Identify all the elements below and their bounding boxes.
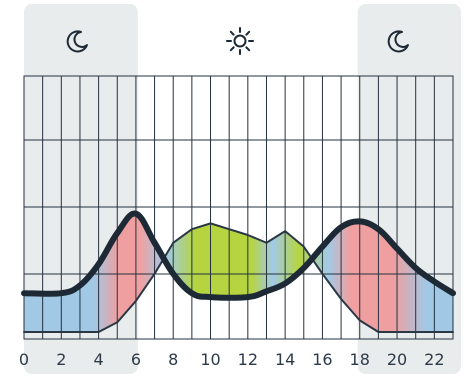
x-tick-label: 20 [387, 350, 407, 369]
x-tick-label: 10 [200, 350, 220, 369]
x-tick-label: 16 [312, 350, 332, 369]
x-tick-label: 4 [94, 350, 104, 369]
series-line-primary [21, 210, 456, 301]
sun-icon [226, 27, 254, 55]
x-axis-tick-labels: 0 2 4 6 8 10 12 14 16 18 20 22 [19, 350, 445, 369]
x-tick-label: 2 [56, 350, 66, 369]
x-tick-label: 8 [168, 350, 178, 369]
x-tick-label: 6 [131, 350, 141, 369]
x-tick-label: 14 [275, 350, 295, 369]
moon-icon [66, 30, 88, 53]
series-line-secondary [23, 222, 454, 333]
x-tick-label: 12 [238, 350, 258, 369]
x-tick-label: 22 [424, 350, 444, 369]
x-tick-label: 18 [350, 350, 370, 369]
x-tick-label: 0 [19, 350, 29, 369]
moon-icon [387, 30, 409, 53]
